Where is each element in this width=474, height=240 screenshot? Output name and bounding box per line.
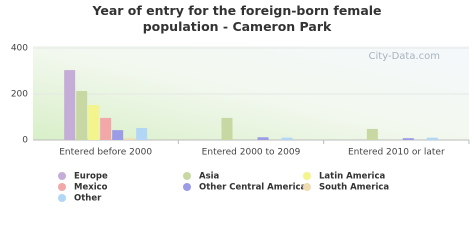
bar [124, 138, 136, 140]
bar [257, 137, 269, 140]
bar [221, 117, 233, 140]
legend-marker [183, 183, 191, 191]
chart: City-Data.com 0 200 400 Entered before 2000… [10, 3, 470, 204]
legend-label: Europe [74, 172, 108, 182]
bar [88, 105, 100, 140]
x-tick-label: Entered 2000 to 2009 [202, 148, 301, 158]
chart-title: Year of entry for the foreign-born femal… [92, 3, 382, 34]
legend-marker [303, 172, 311, 180]
bar [426, 137, 438, 140]
legend-label: South America [319, 183, 389, 193]
legend-label: Mexico [74, 183, 108, 193]
x-tick-label: Entered 2010 or later [348, 148, 445, 158]
chart-svg: City-Data.com 0 200 400 Entered before 2000… [11, 44, 470, 204]
legend-label: Latin America [319, 172, 385, 182]
y-tick-label: 400 [11, 44, 28, 54]
bar [100, 117, 112, 140]
y-tick-label: 0 [22, 136, 28, 146]
legend-label: Other [74, 194, 102, 204]
bar [112, 130, 124, 140]
bar [366, 128, 378, 140]
bar [402, 138, 414, 140]
legend-label: Asia [199, 172, 220, 182]
legend-marker [303, 183, 311, 191]
bar [281, 137, 293, 140]
bar [64, 70, 76, 140]
legend-marker [58, 183, 66, 191]
bar [136, 128, 148, 140]
x-tick-label: Entered before 2000 [59, 148, 152, 158]
bar [76, 91, 88, 140]
legend-marker [58, 172, 66, 180]
y-tick-label: 200 [11, 90, 28, 100]
watermark: City-Data.com [369, 51, 440, 62]
legend-marker [58, 194, 66, 202]
legend-marker [183, 172, 191, 180]
legend-label: Other Central America [199, 183, 307, 193]
